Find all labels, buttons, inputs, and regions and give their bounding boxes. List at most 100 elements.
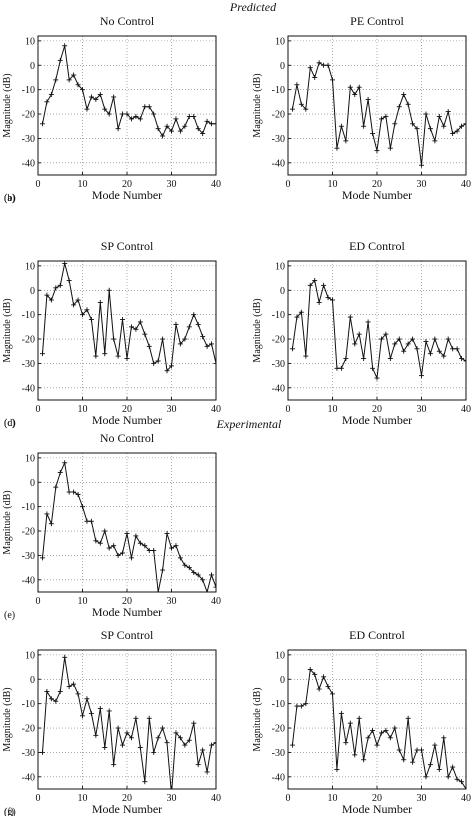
y-tick-label: 0 <box>30 675 35 686</box>
data-point <box>133 326 139 332</box>
data-point <box>414 346 420 352</box>
data-point <box>303 353 309 359</box>
y-tick-label: 0 <box>30 478 35 489</box>
data-point <box>383 727 389 733</box>
x-tick-label: 30 <box>167 404 177 415</box>
data-point <box>186 737 192 743</box>
data-point <box>370 727 376 733</box>
data-point <box>142 104 148 110</box>
data-point <box>173 116 179 122</box>
data-point <box>312 671 318 677</box>
data-point <box>169 363 174 369</box>
data-point <box>410 336 416 342</box>
data-point <box>66 489 72 495</box>
data-point <box>378 730 384 736</box>
x-tick-label: 0 <box>286 793 291 804</box>
data-point <box>133 113 139 119</box>
data-point <box>330 77 335 83</box>
y-tick-label: -20 <box>22 335 35 346</box>
data-point <box>334 145 340 151</box>
data-point <box>111 336 117 342</box>
data-point <box>133 715 139 721</box>
data-point <box>182 123 188 129</box>
chart-title: ED Control <box>349 239 405 253</box>
data-point <box>459 779 465 785</box>
y-axis-label: Magnitude (dB) <box>2 298 13 362</box>
data-point <box>463 786 466 789</box>
x-tick-label: 0 <box>36 404 41 415</box>
data-point <box>463 121 466 127</box>
data-point <box>325 684 331 690</box>
chart-title: No Control <box>100 431 155 445</box>
data-point <box>106 545 112 551</box>
data-point <box>57 688 63 694</box>
data-point <box>330 297 335 303</box>
data-point <box>71 489 77 495</box>
data-point <box>93 353 99 359</box>
data-point <box>53 77 59 83</box>
y-axis-label: Magnitude (dB) <box>252 73 263 137</box>
x-tick-label: 20 <box>122 179 132 190</box>
y-tick-label: 10 <box>25 453 35 464</box>
chart-title: ED Control <box>349 628 405 642</box>
x-tick-label: 10 <box>328 179 338 190</box>
y-tick-label: -20 <box>272 724 285 735</box>
chart-title: PE Control <box>350 14 404 28</box>
data-point <box>160 567 166 573</box>
data-point <box>436 348 442 354</box>
data-point <box>347 314 353 320</box>
data-point <box>53 484 59 490</box>
data-point <box>177 128 183 134</box>
data-point <box>410 121 416 127</box>
x-tick-label: 40 <box>211 793 221 804</box>
data-point <box>39 555 45 561</box>
data-point <box>378 116 384 122</box>
data-point <box>62 261 68 266</box>
data-point <box>432 138 438 144</box>
data-point <box>307 282 313 288</box>
x-tick-label: 0 <box>36 179 41 190</box>
data-point <box>401 348 407 354</box>
data-point <box>392 725 398 731</box>
x-tick-label: 10 <box>328 404 338 415</box>
data-point <box>66 77 72 83</box>
chart-panel-b: 0 10 20 30 40 10 0 -10 -20 -30 -40 PE Control Mode N… <box>4 14 471 204</box>
data-point <box>151 111 157 117</box>
data-point <box>312 278 318 284</box>
data-point <box>374 148 380 154</box>
data-point <box>84 518 90 524</box>
data-point <box>334 766 340 772</box>
y-tick-label: 10 <box>25 650 35 661</box>
data-point <box>396 104 402 110</box>
data-point <box>120 550 126 556</box>
x-tick-label: 30 <box>417 793 427 804</box>
data-point <box>169 128 174 134</box>
data-point <box>173 730 179 736</box>
data-point <box>445 336 451 342</box>
data-point <box>124 730 130 736</box>
data-point <box>361 123 367 129</box>
data-point <box>97 540 103 546</box>
data-point <box>343 356 349 362</box>
y-axis-label: Magnitude (dB) <box>252 687 263 751</box>
data-point <box>177 341 183 347</box>
data-point <box>419 747 424 753</box>
data-point <box>307 65 313 71</box>
data-point <box>405 101 411 107</box>
x-tick-label: 40 <box>211 179 221 190</box>
x-axis-label: Mode Number <box>92 802 162 816</box>
data-point <box>410 759 416 765</box>
data-point <box>62 43 68 49</box>
data-point <box>294 314 300 320</box>
data-point <box>200 334 206 340</box>
data-point <box>142 779 148 785</box>
data-point <box>186 565 192 571</box>
data-point <box>321 674 327 680</box>
data-point <box>88 518 94 524</box>
data-point <box>151 749 157 755</box>
data-point <box>44 99 50 105</box>
y-tick-label: -40 <box>22 158 35 169</box>
x-tick-label: 10 <box>328 793 338 804</box>
data-point <box>57 470 63 476</box>
data-point <box>164 530 170 536</box>
